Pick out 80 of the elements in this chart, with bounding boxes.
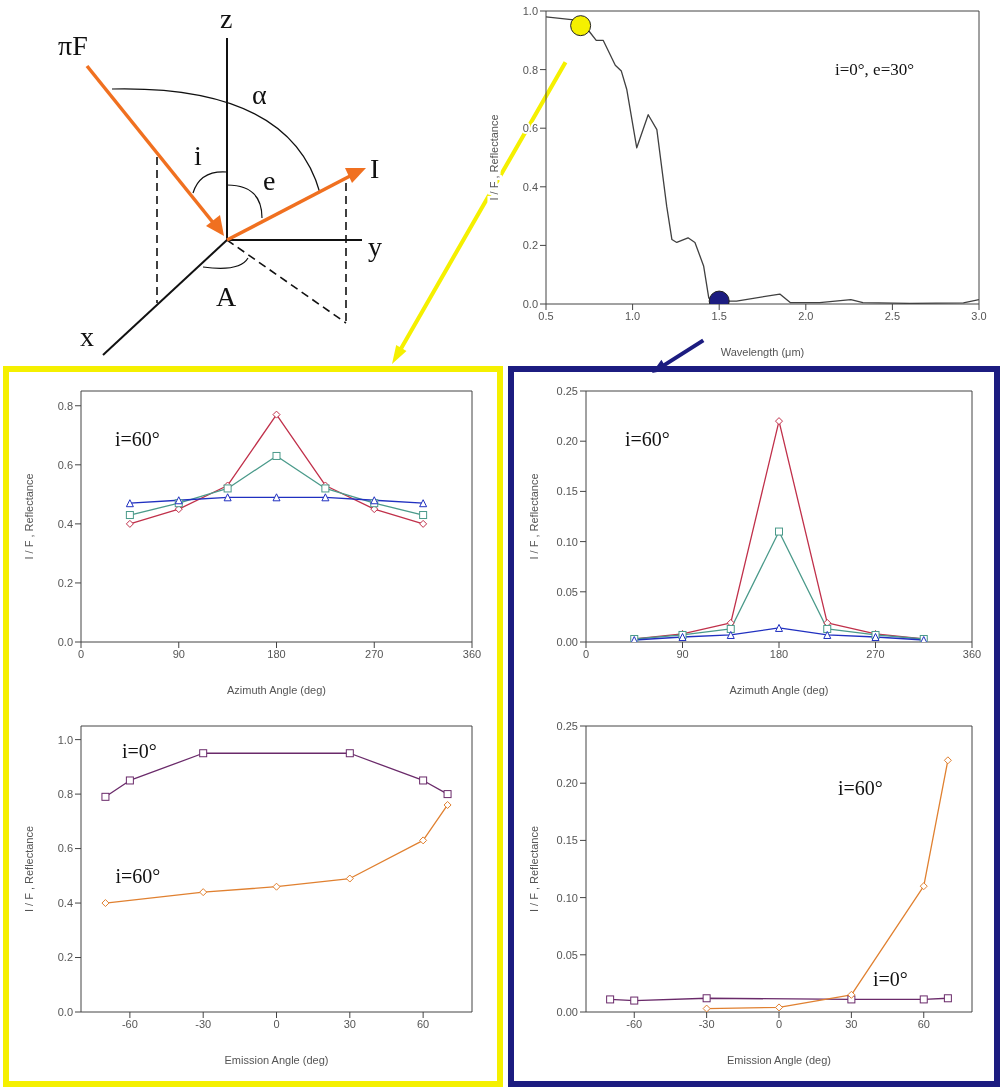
series-label: i=0°	[121, 740, 157, 763]
y-tick-label: 0.6	[57, 458, 73, 471]
text: πF	[58, 30, 88, 61]
y-tick-label: 0.8	[57, 788, 73, 800]
text: z	[220, 3, 233, 34]
x-tick-label: 1.0	[624, 309, 641, 322]
y-tick-label: 0.0	[57, 635, 73, 648]
x-tick-label: 3.0	[971, 309, 987, 322]
y-tick-label: 0.05	[556, 585, 578, 598]
y-tick-label: 0.05	[556, 948, 578, 961]
x-tick-label: -60	[626, 1017, 643, 1030]
x-tick-label: 0	[582, 647, 590, 660]
x-tick-label: 2.5	[884, 309, 901, 322]
text: e	[263, 165, 276, 196]
series-label: i=0°	[872, 968, 908, 991]
y-tick-label: 0.4	[57, 517, 73, 530]
y-tick-label: 0.0	[57, 1005, 73, 1018]
x-axis-title: Azimuth Angle (deg)	[226, 683, 327, 696]
x-axis-title: Wavelength (μm)	[720, 345, 805, 358]
y-tick-label: 0.10	[556, 535, 578, 548]
y-tick-label: 0.25	[556, 384, 578, 397]
y-tick-label: 0.00	[556, 635, 578, 648]
x-tick-label: 2.0	[798, 309, 814, 322]
y-tick-label: 0.10	[556, 891, 578, 904]
text: x	[80, 321, 94, 352]
y-axis-title: I / F , Reflectance	[487, 114, 500, 201]
x-tick-label: 30	[343, 1017, 356, 1030]
annotation: i=60°	[115, 428, 160, 451]
x-tick-label: 60	[417, 1017, 430, 1030]
y-tick-label: 1.0	[57, 733, 73, 746]
x-tick-label: 1.5	[711, 309, 727, 322]
x-tick-label: 360	[462, 647, 482, 660]
y-tick-label: 0.20	[556, 435, 578, 448]
y-tick-label: 0.2	[522, 239, 538, 252]
y-tick-label: 0.15	[556, 834, 578, 847]
text: i	[194, 140, 202, 171]
annotation: i=60°	[625, 428, 670, 451]
x-tick-label: 180	[769, 647, 789, 660]
x-tick-label: 0	[273, 1017, 280, 1030]
y-axis-title: I / F , Reflectance	[527, 825, 540, 913]
y-tick-label: 0.20	[556, 777, 578, 790]
x-tick-label: -30	[698, 1017, 715, 1030]
y-tick-label: 0.8	[522, 63, 538, 76]
y-tick-label: 0.4	[57, 896, 73, 909]
x-tick-label: 90	[172, 647, 185, 660]
text: i=60°	[837, 777, 883, 800]
x-tick-label: 360	[962, 647, 982, 660]
x-tick-label: 0	[775, 1017, 783, 1030]
y-tick-label: 0.8	[57, 399, 73, 412]
x-tick-label: 0	[77, 647, 85, 660]
y-axis-title: I / F , Reflectance	[22, 473, 35, 560]
x-tick-label: 90	[676, 647, 689, 660]
x-tick-label: 60	[917, 1017, 930, 1030]
y-tick-label: 0.25	[556, 719, 578, 732]
y-tick-label: 0.6	[57, 842, 73, 855]
y-tick-label: 0.2	[57, 576, 73, 589]
y-tick-label: 0.4	[522, 180, 538, 193]
x-axis-title: Emission Angle (deg)	[224, 1053, 329, 1066]
y-tick-label: 0.15	[556, 485, 578, 498]
x-tick-label: 270	[365, 647, 384, 660]
text: α	[252, 79, 267, 110]
y-tick-label: 0.2	[57, 951, 73, 964]
x-tick-label: 180	[267, 647, 286, 660]
x-tick-label: 30	[845, 1017, 858, 1030]
text: A	[216, 281, 237, 312]
y-tick-label: 0.00	[556, 1005, 578, 1018]
y-axis-title: I / F , Reflectance	[22, 825, 35, 913]
x-tick-label: -30	[195, 1017, 212, 1030]
y-axis-title: I / F , Reflectance	[527, 473, 540, 560]
x-tick-label: 0.5	[538, 309, 554, 322]
annotation: i=0°, e=30°	[835, 60, 915, 80]
series-label: i=60°	[115, 865, 161, 888]
text: I	[370, 153, 380, 184]
x-axis-title: Emission Angle (deg)	[727, 1053, 831, 1066]
y-tick-label: 1.0	[522, 4, 538, 17]
y-tick-label: 0.0	[522, 297, 538, 310]
x-axis-title: Azimuth Angle (deg)	[729, 683, 829, 696]
text: y	[368, 231, 382, 262]
x-tick-label: 270	[866, 647, 885, 660]
x-tick-label: -60	[121, 1017, 138, 1030]
